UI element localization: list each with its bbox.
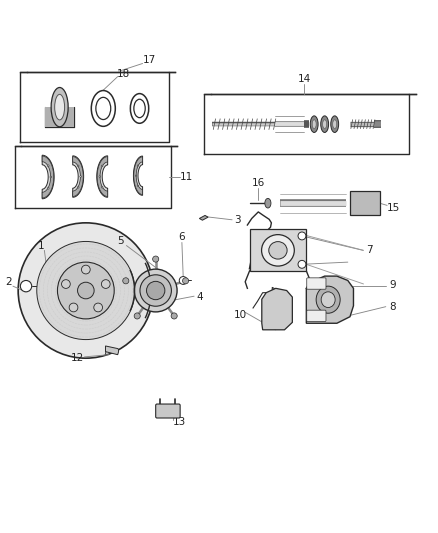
Ellipse shape — [55, 94, 64, 120]
Text: 2: 2 — [5, 277, 12, 287]
Text: 12: 12 — [71, 353, 84, 363]
Polygon shape — [250, 229, 306, 271]
Polygon shape — [262, 288, 292, 330]
Circle shape — [20, 280, 32, 292]
Text: 14: 14 — [297, 74, 311, 84]
Polygon shape — [73, 156, 84, 197]
Text: 8: 8 — [389, 302, 396, 312]
Ellipse shape — [310, 116, 318, 133]
FancyBboxPatch shape — [155, 404, 180, 418]
Circle shape — [171, 313, 177, 319]
Ellipse shape — [147, 281, 165, 300]
Text: 13: 13 — [173, 417, 186, 427]
FancyBboxPatch shape — [46, 107, 74, 127]
Ellipse shape — [331, 116, 339, 133]
Polygon shape — [106, 346, 119, 354]
Circle shape — [99, 176, 101, 177]
Circle shape — [123, 278, 129, 284]
Ellipse shape — [140, 275, 171, 306]
Ellipse shape — [265, 198, 271, 208]
Text: 17: 17 — [142, 55, 156, 66]
FancyBboxPatch shape — [307, 278, 326, 289]
Circle shape — [152, 256, 159, 262]
Ellipse shape — [321, 116, 328, 133]
Polygon shape — [97, 156, 108, 197]
Text: 11: 11 — [180, 172, 193, 182]
Text: 9: 9 — [389, 280, 396, 290]
Text: 1: 1 — [38, 240, 45, 251]
Polygon shape — [306, 276, 353, 323]
Ellipse shape — [134, 99, 145, 118]
Text: 4: 4 — [196, 292, 203, 302]
Circle shape — [183, 278, 189, 284]
Circle shape — [102, 165, 103, 167]
Polygon shape — [134, 157, 143, 195]
Ellipse shape — [18, 223, 153, 358]
Circle shape — [94, 303, 102, 312]
Text: 7: 7 — [366, 245, 373, 255]
Ellipse shape — [321, 292, 335, 308]
Circle shape — [298, 261, 306, 268]
Circle shape — [81, 265, 90, 274]
Text: 6: 6 — [179, 232, 185, 242]
Ellipse shape — [91, 91, 115, 126]
Circle shape — [61, 280, 70, 288]
Ellipse shape — [78, 282, 94, 299]
Polygon shape — [199, 215, 208, 220]
FancyBboxPatch shape — [350, 191, 380, 215]
Ellipse shape — [51, 87, 68, 127]
Text: 5: 5 — [117, 236, 124, 246]
Ellipse shape — [37, 241, 135, 340]
Text: 15: 15 — [387, 204, 400, 213]
Circle shape — [298, 232, 306, 240]
Ellipse shape — [269, 241, 287, 259]
Circle shape — [138, 165, 139, 166]
Ellipse shape — [316, 286, 340, 313]
Circle shape — [135, 175, 137, 176]
Polygon shape — [42, 156, 54, 198]
Polygon shape — [42, 155, 54, 199]
Circle shape — [47, 165, 49, 166]
Text: 3: 3 — [234, 215, 241, 225]
FancyBboxPatch shape — [307, 310, 326, 321]
Ellipse shape — [261, 235, 294, 266]
Ellipse shape — [96, 98, 111, 119]
Polygon shape — [73, 157, 83, 197]
Polygon shape — [97, 157, 108, 197]
Circle shape — [78, 187, 79, 188]
Circle shape — [47, 188, 49, 189]
Circle shape — [102, 280, 110, 288]
Circle shape — [138, 185, 139, 187]
Circle shape — [102, 187, 103, 188]
Ellipse shape — [333, 120, 337, 128]
Ellipse shape — [312, 120, 316, 128]
Ellipse shape — [323, 120, 327, 128]
Circle shape — [179, 277, 187, 285]
Polygon shape — [134, 156, 143, 195]
Text: 16: 16 — [252, 177, 265, 188]
Circle shape — [69, 303, 78, 312]
Text: 18: 18 — [117, 69, 131, 78]
Circle shape — [78, 165, 79, 167]
Circle shape — [80, 176, 81, 177]
Ellipse shape — [134, 269, 177, 312]
Ellipse shape — [57, 262, 114, 319]
Circle shape — [50, 176, 52, 178]
Circle shape — [134, 313, 140, 319]
Text: 10: 10 — [233, 310, 247, 319]
Ellipse shape — [131, 94, 149, 123]
